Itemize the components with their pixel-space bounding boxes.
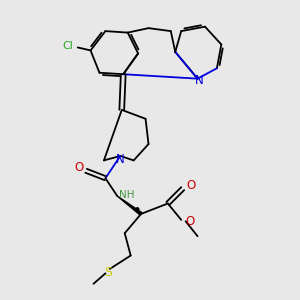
Text: Cl: Cl — [63, 41, 74, 51]
Text: N: N — [116, 153, 125, 166]
Text: NH: NH — [119, 190, 135, 200]
Polygon shape — [117, 196, 142, 215]
Text: O: O — [185, 215, 194, 228]
Text: O: O — [186, 179, 196, 192]
Text: O: O — [74, 161, 83, 174]
Text: ●: ● — [134, 206, 139, 211]
Text: N: N — [195, 74, 203, 87]
Text: S: S — [104, 266, 112, 279]
